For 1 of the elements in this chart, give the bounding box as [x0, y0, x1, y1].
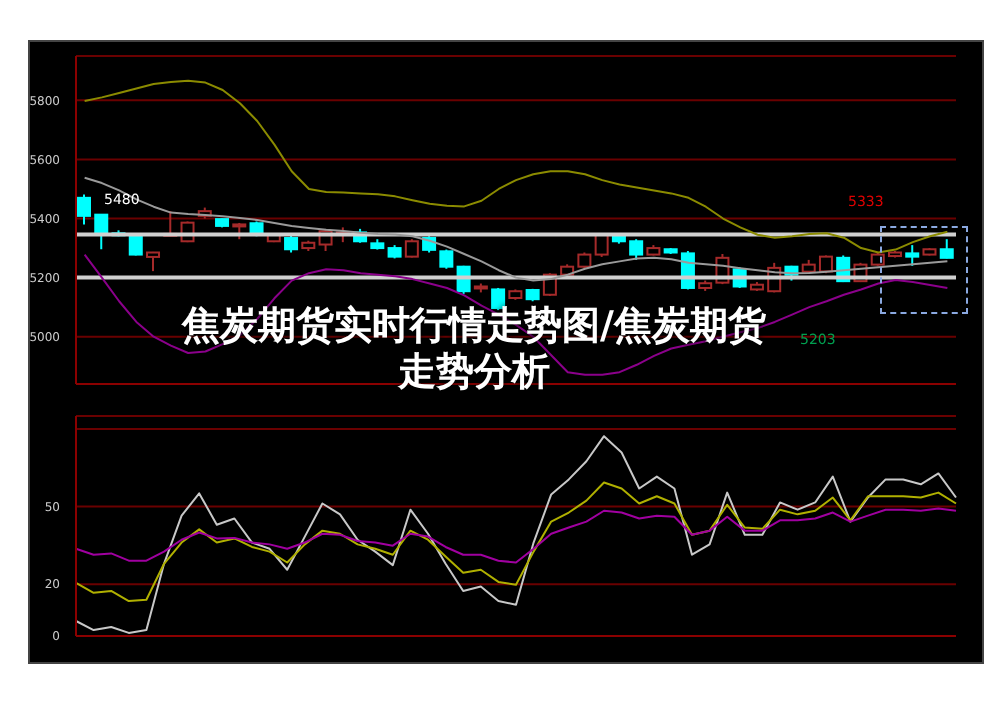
text: 焦炭期货实时行情走势图/焦炭期货走势分析 [179, 304, 768, 396]
